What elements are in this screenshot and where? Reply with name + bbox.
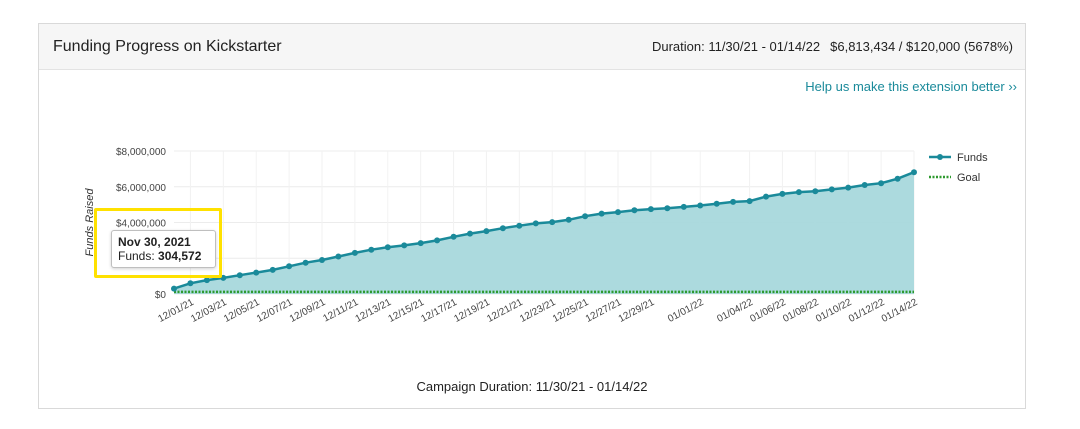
funds-point [286, 263, 293, 270]
x-tick-label: 12/03/21 [189, 297, 229, 325]
panel-title: Funding Progress on Kickstarter [53, 37, 282, 55]
funds-point [565, 216, 572, 223]
x-tick-label: 01/14/22 [880, 297, 920, 325]
funds-point [680, 203, 687, 210]
funds-point [302, 259, 309, 266]
x-tick-label: 12/21/21 [485, 297, 525, 325]
funds-point [417, 240, 424, 247]
header-summary: Duration: 11/30/21 - 01/14/22 $6,813,434… [652, 39, 1013, 54]
tooltip-value-line: Funds: 304,572 [118, 249, 201, 263]
funds-point [812, 188, 819, 195]
funds-point [483, 228, 490, 235]
x-tick-label: 01/01/22 [666, 297, 706, 325]
x-axis: 12/01/2112/03/2112/05/2112/07/2112/09/21… [156, 297, 919, 325]
funds-point [499, 225, 506, 232]
tooltip-date: Nov 30, 2021 [118, 235, 191, 249]
funds-point [532, 220, 539, 227]
x-tick-label: 01/12/22 [847, 297, 887, 325]
tooltip-value: 304,572 [158, 249, 202, 263]
funds-area [174, 172, 914, 294]
x-tick-label: 12/19/21 [452, 297, 492, 325]
duration-text: Duration: 11/30/21 - 01/14/22 [651, 39, 821, 54]
funds-point [795, 189, 802, 196]
panel-header: Funding Progress on Kickstarter Duration… [39, 24, 1025, 70]
y-axis-title: Funds Raised [84, 188, 96, 257]
funds-point [319, 257, 325, 263]
funds-point [253, 269, 260, 276]
x-tick-label: 12/27/21 [584, 297, 624, 325]
legend-goal-label: Goal [957, 172, 980, 184]
funds-point [878, 180, 885, 187]
funds-point [713, 200, 720, 207]
funds-point [647, 206, 654, 213]
funds-point [236, 272, 243, 279]
y-tick-label: $4,000,000 [116, 219, 166, 230]
chart-legend: Funds Goal [929, 152, 988, 184]
x-tick-label: 01/06/22 [748, 297, 788, 325]
funds-point [664, 205, 671, 212]
x-tick-label: 12/23/21 [518, 297, 558, 325]
funds-point [861, 182, 868, 188]
funds-point [171, 285, 177, 292]
x-tick-label: 12/15/21 [387, 297, 427, 325]
funds-point [697, 202, 704, 209]
help-improve-link[interactable]: Help us make this extension better ›› [805, 79, 1017, 94]
funds-point [746, 198, 753, 205]
x-tick-label: 01/08/22 [781, 297, 821, 325]
x-tick-label: 12/11/21 [321, 297, 360, 325]
x-tick-label: 01/04/22 [715, 297, 755, 325]
y-axis: $0 $4,000,000 $6,000,000 $8,000,000 Funds Ra… [84, 147, 166, 301]
funding-chart: $0 $4,000,000 $6,000,000 $8,000,000 Funds Ra… [84, 147, 988, 325]
x-tick-label: 12/17/21 [419, 297, 459, 325]
x-tick-label: 12/29/21 [617, 297, 657, 325]
tooltip-highlight [94, 208, 222, 278]
funds-point [615, 209, 621, 216]
funds-point [269, 266, 276, 273]
funds-area-fill [174, 172, 914, 294]
funds-point [368, 246, 375, 253]
x-tick-label: 12/07/21 [255, 297, 295, 325]
y-tick-label: $6,000,000 [116, 183, 166, 194]
funds-point [434, 237, 441, 244]
funds-point [187, 280, 194, 287]
legend-funds-marker [937, 154, 943, 160]
x-tick-label: 12/09/21 [288, 297, 328, 325]
funds-point [467, 230, 473, 237]
funds-point [845, 184, 852, 191]
funds-point [911, 169, 917, 176]
funds-point [779, 190, 786, 197]
funds-series [171, 169, 917, 292]
funds-point [763, 193, 769, 200]
funds-point [631, 207, 638, 214]
funds-point [351, 249, 358, 256]
funds-point [582, 213, 589, 220]
x-tick-label: 12/13/21 [354, 297, 394, 325]
funds-point [598, 210, 605, 217]
funds-point [203, 277, 210, 284]
x-axis-title: Campaign Duration: 11/30/21 - 01/14/22 [416, 379, 648, 394]
chart-tooltip: Nov 30, 2021 Funds: 304,572 [111, 230, 216, 268]
funds-point [730, 198, 737, 205]
tooltip-label: Funds: [118, 249, 159, 263]
funds-point [401, 242, 408, 249]
funds-point [384, 244, 391, 251]
legend-funds-label: Funds [957, 152, 988, 164]
funds-point [516, 222, 523, 229]
funds-point [549, 219, 556, 226]
x-tick-label: 12/05/21 [222, 297, 262, 325]
y-tick-label: $8,000,000 [116, 147, 166, 158]
y-tick-label: $0 [155, 290, 167, 301]
funds-point [828, 186, 835, 193]
funds-point [450, 233, 457, 240]
funding-total-text: $6,813,434 / $120,000 (5678%) [830, 39, 1013, 54]
funds-line [173, 171, 915, 290]
x-tick-label: 12/25/21 [551, 297, 591, 325]
funding-panel: Funding Progress on Kickstarter Duration… [38, 23, 1026, 409]
funds-point [335, 253, 342, 260]
x-tick-label: 01/10/22 [814, 297, 854, 325]
funds-point [894, 175, 901, 182]
